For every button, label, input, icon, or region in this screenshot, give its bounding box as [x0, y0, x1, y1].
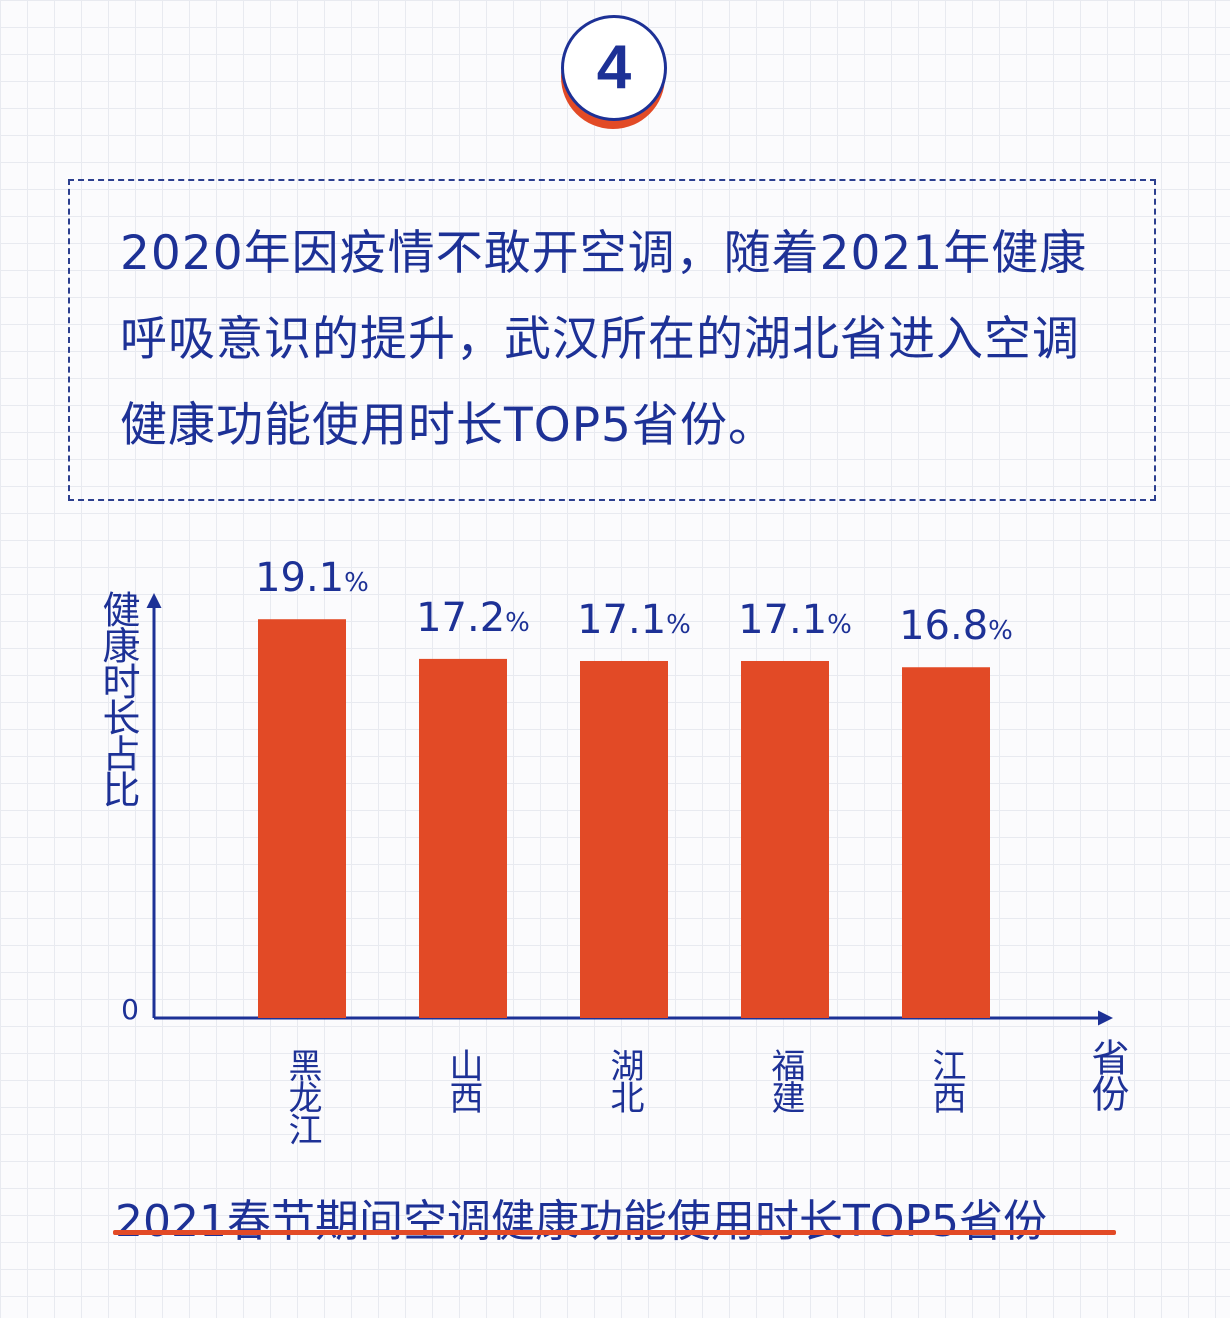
category-label: 山西: [443, 1048, 483, 1114]
bar-value-unit: %: [505, 608, 530, 638]
bar-value-label: 17.1%: [577, 597, 691, 643]
category-label: 黑龙江: [282, 1048, 322, 1145]
bar-value-number: 17.1: [577, 597, 666, 643]
bar-value-unit: %: [666, 610, 691, 640]
title-underline: [113, 1230, 1116, 1235]
bar-value-unit: %: [344, 568, 369, 598]
bars-group: 19.1% 黑龙江 17.2% 山西 17.1% 湖北 17.1% 福建 16.8% 江西: [255, 560, 1013, 1145]
bar-0: [258, 619, 346, 1018]
bar-value-number: 17.1: [738, 597, 827, 643]
note-box: 2020年因疫情不敢开空调，随着2021年健康呼吸意识的提升，武汉所在的湖北省进…: [68, 179, 1156, 501]
bar-1: [419, 658, 507, 1018]
category-label: 江西: [926, 1048, 966, 1114]
y-axis-label: 健康时长占比: [96, 590, 140, 807]
bar-value-label: 17.2%: [416, 595, 530, 641]
bar-value-unit: %: [988, 616, 1013, 646]
category-label: 湖北: [604, 1048, 644, 1113]
bar-value-label: 19.1%: [255, 560, 369, 601]
bar-value-number: 17.2: [416, 595, 505, 641]
note-text: 2020年因疫情不敢开空调，随着2021年健康呼吸意识的提升，武汉所在的湖北省进…: [120, 226, 1088, 453]
bar-3: [741, 660, 829, 1018]
y-zero-label: 0: [121, 993, 139, 1026]
bar-value-label: 17.1%: [738, 597, 852, 643]
bar-value-number: 16.8: [899, 603, 988, 649]
x-axis-label: 省份: [1085, 1038, 1129, 1111]
category-label: 福建: [765, 1048, 805, 1114]
bar-value-label: 16.8%: [899, 603, 1013, 649]
bar-chart: 健康时长占比 0 省份 19.1% 黑龙江 17.2% 山西 17.1% 湖北 17.1% 福…: [96, 560, 1129, 1145]
bar-value-number: 19.1: [255, 560, 344, 601]
chart-title: 2021春节期间空调健康功能使用时长TOP5省份: [115, 1196, 1048, 1247]
badge-number: 4: [596, 33, 632, 102]
bar-4: [902, 667, 990, 1018]
bar-2: [580, 660, 668, 1018]
badge-circle: 4: [561, 15, 667, 121]
section-number-badge: 4: [561, 15, 667, 129]
bar-value-unit: %: [827, 610, 852, 640]
